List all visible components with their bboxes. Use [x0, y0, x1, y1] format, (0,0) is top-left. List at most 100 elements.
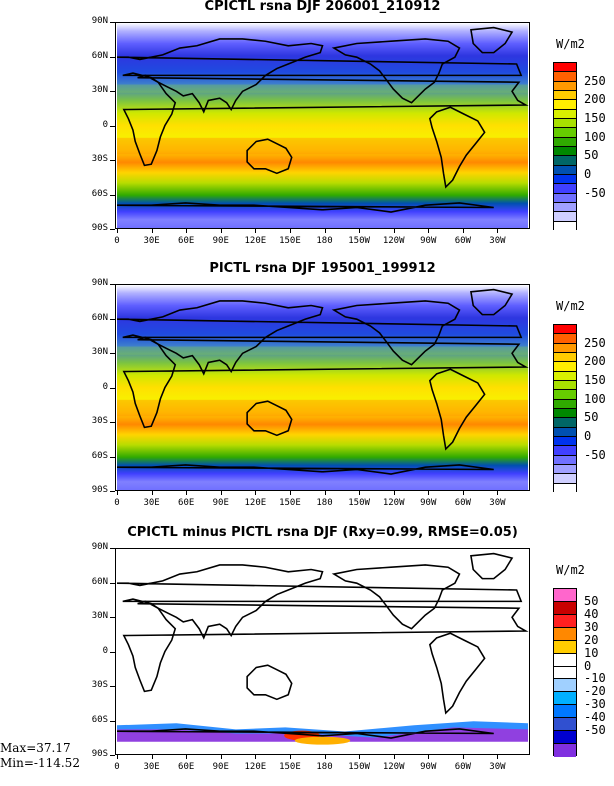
lat-tick [110, 56, 115, 58]
lon-tick [220, 491, 222, 495]
coastline [117, 464, 494, 475]
coastline [331, 564, 461, 630]
lon-label: 120W [382, 236, 405, 246]
coastline [117, 728, 494, 739]
colorbar-label: 200 [584, 92, 606, 107]
map-panel-1: CPICTL rsna DJF 206001_210912 90N 60N 30N 0 3… [0, 0, 614, 260]
colorbar-label: 20 [584, 632, 599, 647]
coastline [428, 632, 486, 715]
lat-label: 60S [91, 714, 108, 725]
lat-tick [110, 160, 115, 161]
lat-tick [110, 387, 115, 389]
colorbar-label: 0 [584, 658, 592, 673]
lon-label: 0 [114, 498, 120, 508]
colorbar-label: -50 [584, 723, 606, 738]
lon-tick [117, 755, 118, 759]
lon-label: 30E [143, 498, 160, 508]
lat-label: 90N [91, 278, 108, 288]
lat-tick [110, 318, 115, 320]
colorbar-label: 50 [584, 593, 599, 608]
coastline [122, 600, 529, 693]
lon-label: 30W [489, 236, 506, 246]
lat-label: 30S [91, 416, 108, 426]
lon-tick [393, 491, 395, 495]
colorbar-label: 100 [584, 391, 606, 406]
lon-label: 180 [316, 498, 333, 508]
map-panel-3: CPICTL minus PICTL rsna DJF (Rxy=0.99, R… [0, 525, 614, 786]
coastline [122, 74, 529, 167]
panel-title: CPICTL rsna DJF 206001_210912 [204, 0, 441, 14]
colorbar-swatch [554, 731, 576, 745]
lon-label: 30W [489, 762, 506, 772]
lon-tick [289, 491, 291, 495]
colorbar-swatch [554, 464, 576, 475]
colorbar-swatch [554, 399, 576, 409]
colorbar-label: 30 [584, 619, 599, 634]
colorbar [553, 324, 577, 493]
colorbar-swatch [554, 72, 576, 82]
lon-tick [359, 491, 361, 495]
colorbar-label: 150 [584, 373, 606, 387]
lon-label: 120W [382, 498, 405, 508]
lon-label: 120E [244, 236, 267, 246]
colorbar-swatch [554, 174, 576, 185]
colorbar-swatch [554, 193, 576, 203]
lat-tick [110, 22, 115, 23]
lon-label: 90E [212, 498, 229, 508]
units-label: W/m2 [556, 37, 585, 51]
colorbar-swatch [554, 221, 576, 231]
colorbar-swatch [554, 81, 576, 91]
lat-label: 90S [91, 749, 108, 759]
lon-tick [151, 755, 153, 759]
lat-tick [110, 491, 115, 492]
map-panel-2: PICTL rsna DJF 195001_199912 90N 60N 30N 0 30… [0, 261, 614, 522]
lat-label: 60S [91, 188, 108, 199]
lon-tick [497, 491, 499, 495]
lon-label: 150W [348, 498, 370, 508]
colorbar-swatch [554, 627, 576, 641]
lon-label: 60W [454, 762, 471, 772]
coastline [116, 38, 523, 114]
lat-tick [110, 422, 115, 423]
colorbar-swatch [554, 455, 576, 465]
lon-tick [186, 491, 188, 495]
colorbar-label: 0 [584, 167, 592, 181]
lat-label: 30N [91, 347, 108, 357]
colorbar [553, 62, 577, 231]
lat-tick [110, 284, 115, 285]
colorbar [553, 588, 577, 757]
colorbar-swatch [554, 744, 576, 757]
colorbar-swatch [554, 718, 576, 732]
lat-tick [110, 720, 115, 722]
colorbar-swatch [554, 137, 576, 147]
colorbar-swatch [554, 352, 576, 363]
lon-label: 0 [114, 762, 120, 772]
lon-label: 180 [316, 762, 333, 772]
lon-label: 30E [143, 236, 160, 246]
lat-label: 60N [91, 50, 108, 61]
lat-label: 30N [91, 85, 108, 95]
lon-tick [324, 229, 326, 233]
colorbar-swatch [554, 390, 576, 400]
colorbar-label: 0 [584, 429, 592, 443]
colorbar-swatch [554, 483, 576, 493]
colorbar-swatch [554, 156, 576, 166]
coastline [117, 202, 494, 213]
colorbar-swatch [554, 184, 576, 194]
lon-label: 150E [279, 498, 301, 508]
lat-label: 30S [91, 680, 108, 690]
lon-tick [324, 755, 326, 759]
lon-label: 150E [279, 762, 301, 772]
colorbar-label: -10 [584, 671, 606, 686]
lat-label: 60N [91, 576, 108, 587]
lon-label: 150E [279, 236, 301, 246]
lon-tick [220, 755, 222, 759]
colorbar-swatch [554, 118, 576, 129]
lon-tick [359, 229, 361, 233]
lat-tick [110, 91, 115, 92]
lon-tick [289, 755, 291, 759]
lon-tick [151, 491, 153, 495]
lat-label: 90N [91, 16, 108, 26]
colorbar-swatch [554, 705, 576, 719]
lat-tick [110, 617, 115, 618]
